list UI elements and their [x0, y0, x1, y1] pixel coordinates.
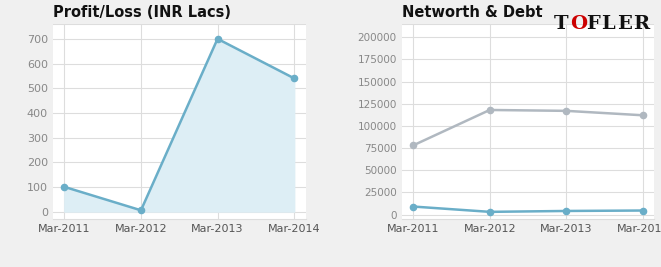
Text: T: T	[554, 15, 568, 33]
Point	[485, 108, 495, 112]
Point	[561, 109, 572, 113]
Text: Networth & Debt: Networth & Debt	[402, 5, 542, 20]
Point	[638, 208, 648, 213]
Point	[212, 37, 223, 41]
Text: Profit/Loss (INR Lacs): Profit/Loss (INR Lacs)	[53, 5, 231, 20]
Point	[408, 143, 418, 148]
Text: O: O	[570, 15, 587, 33]
Point	[485, 210, 495, 214]
Text: F: F	[586, 15, 600, 33]
Text: E: E	[617, 15, 633, 33]
Text: R: R	[633, 15, 649, 33]
Point	[289, 76, 299, 80]
Point	[638, 113, 648, 117]
Point	[408, 205, 418, 209]
Point	[561, 209, 572, 213]
Point	[136, 208, 146, 213]
Point	[59, 185, 69, 189]
Text: L: L	[602, 15, 615, 33]
